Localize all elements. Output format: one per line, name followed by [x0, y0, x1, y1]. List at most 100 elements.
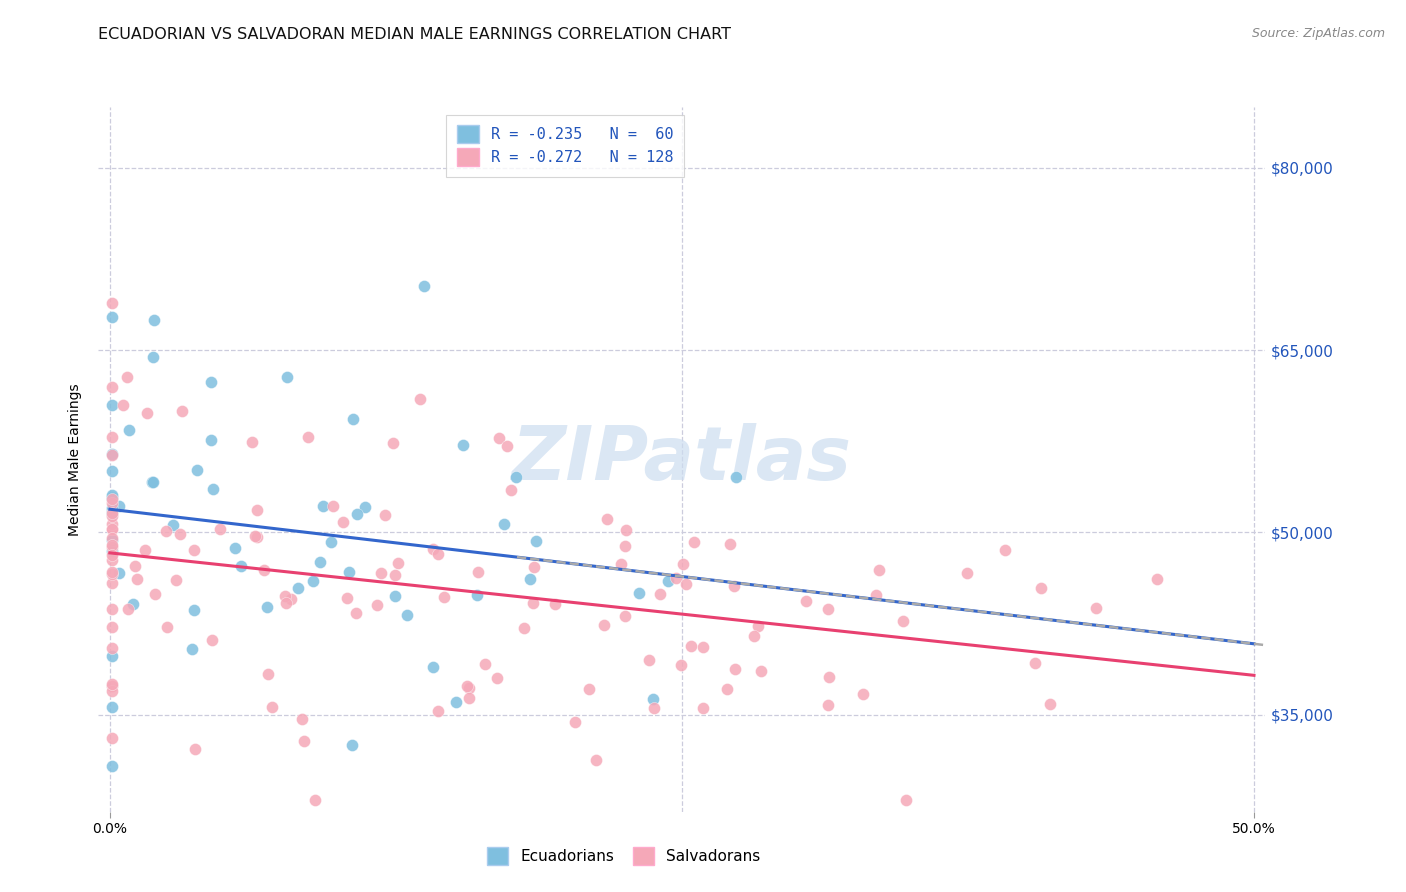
Point: [101, 679, 124, 693]
Point: [322, 499, 344, 513]
Point: [287, 582, 309, 596]
Y-axis label: Median Male Earnings: Median Male Earnings: [69, 383, 83, 536]
Point: [101, 543, 124, 558]
Point: [308, 555, 330, 569]
Point: [101, 295, 124, 310]
Point: [115, 370, 138, 384]
Point: [202, 482, 225, 496]
Legend: Ecuadorians, Salvadorans: Ecuadorians, Salvadorans: [481, 841, 766, 871]
Point: [162, 518, 184, 533]
Point: [200, 433, 222, 447]
Point: [101, 620, 124, 634]
Point: [724, 662, 747, 676]
Point: [681, 639, 703, 653]
Point: [246, 503, 269, 517]
Point: [891, 614, 914, 628]
Point: [181, 641, 204, 656]
Point: [246, 530, 269, 544]
Point: [522, 596, 544, 610]
Point: [155, 524, 177, 539]
Point: [692, 640, 714, 654]
Point: [426, 547, 449, 561]
Point: [524, 533, 547, 548]
Point: [101, 731, 124, 745]
Point: [456, 679, 478, 693]
Point: [319, 535, 342, 549]
Point: [101, 398, 124, 412]
Point: [101, 491, 124, 505]
Point: [245, 528, 267, 542]
Point: [675, 577, 697, 591]
Point: [117, 602, 139, 616]
Point: [610, 558, 633, 572]
Point: [274, 589, 297, 603]
Point: [467, 565, 489, 579]
Point: [101, 552, 124, 566]
Point: [723, 579, 745, 593]
Point: [101, 492, 124, 507]
Point: [665, 571, 688, 585]
Text: ECUADORIAN VS SALVADORAN MEDIAN MALE EARNINGS CORRELATION CHART: ECUADORIAN VS SALVADORAN MEDIAN MALE EAR…: [98, 27, 731, 42]
Point: [596, 512, 619, 526]
Point: [332, 515, 354, 529]
Point: [200, 375, 222, 389]
Point: [817, 601, 839, 615]
Point: [444, 695, 467, 709]
Point: [101, 501, 124, 516]
Point: [592, 618, 614, 632]
Point: [346, 507, 368, 521]
Point: [111, 398, 134, 412]
Point: [868, 563, 890, 577]
Point: [101, 759, 124, 773]
Point: [101, 506, 124, 520]
Point: [101, 517, 124, 532]
Point: [143, 587, 166, 601]
Point: [669, 657, 692, 672]
Point: [457, 690, 479, 705]
Point: [994, 543, 1017, 558]
Point: [387, 556, 409, 570]
Point: [101, 565, 124, 579]
Point: [585, 753, 607, 767]
Point: [422, 541, 444, 556]
Point: [817, 698, 839, 712]
Point: [184, 742, 207, 756]
Point: [427, 704, 450, 718]
Point: [311, 499, 333, 513]
Point: [395, 607, 418, 622]
Point: [256, 599, 278, 614]
Point: [474, 657, 496, 671]
Point: [276, 370, 298, 384]
Point: [101, 548, 124, 562]
Point: [172, 404, 194, 418]
Point: [117, 424, 139, 438]
Point: [101, 700, 124, 714]
Point: [134, 543, 156, 558]
Point: [643, 691, 665, 706]
Point: [457, 681, 479, 695]
Point: [224, 541, 246, 556]
Point: [297, 430, 319, 444]
Point: [366, 598, 388, 612]
Point: [794, 594, 817, 608]
Point: [101, 488, 124, 502]
Point: [522, 560, 544, 574]
Point: [672, 557, 695, 571]
Point: [183, 543, 205, 558]
Point: [544, 598, 567, 612]
Point: [505, 470, 527, 484]
Point: [101, 448, 124, 462]
Point: [742, 629, 765, 643]
Point: [1029, 581, 1052, 595]
Point: [101, 430, 124, 444]
Point: [336, 591, 359, 605]
Point: [682, 534, 704, 549]
Point: [519, 572, 541, 586]
Point: [433, 591, 456, 605]
Point: [101, 684, 124, 698]
Point: [101, 491, 124, 506]
Point: [257, 667, 280, 681]
Point: [108, 566, 131, 581]
Point: [370, 566, 392, 581]
Point: [657, 574, 679, 588]
